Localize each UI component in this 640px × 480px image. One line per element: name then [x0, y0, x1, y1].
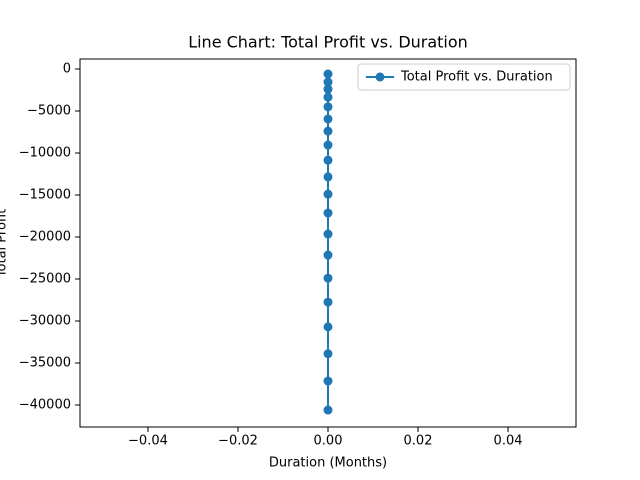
legend-label: Total Profit vs. Duration — [400, 70, 553, 85]
marker — [323, 297, 333, 307]
marker — [323, 69, 333, 79]
marker — [323, 405, 333, 415]
marker — [323, 102, 333, 112]
y-tick-label: −35000 — [19, 355, 71, 370]
marker — [323, 189, 333, 199]
y-axis-label: Total Profit — [0, 209, 10, 278]
marker — [323, 77, 333, 87]
legend-box — [357, 63, 571, 91]
marker — [323, 349, 333, 359]
x-tick-label: 0.00 — [314, 434, 343, 449]
marker — [323, 208, 333, 218]
marker — [323, 229, 333, 239]
y-tick-label: −20000 — [19, 229, 71, 244]
marker — [323, 376, 333, 386]
x-tick-label: −0.02 — [218, 434, 258, 449]
y-tick-label: −25000 — [19, 271, 71, 286]
marker — [323, 273, 333, 283]
legend-marker — [375, 72, 385, 82]
marker — [323, 140, 333, 150]
x-tick-label: −0.04 — [128, 434, 168, 449]
y-tick-label: −10000 — [19, 145, 71, 160]
y-tick-label: 0 — [63, 61, 71, 76]
y-tick-label: −15000 — [19, 187, 71, 202]
marker — [323, 172, 333, 182]
marker — [323, 92, 333, 102]
marker — [323, 126, 333, 136]
marker — [323, 84, 333, 94]
y-tick-label: −5000 — [27, 103, 71, 118]
marker — [323, 322, 333, 332]
y-tick-label: −40000 — [19, 397, 71, 412]
x-tick-label: 0.02 — [404, 434, 433, 449]
marker — [323, 155, 333, 165]
y-tick-label: −30000 — [19, 313, 71, 328]
legend: Total Profit vs. Duration — [357, 63, 571, 91]
x-axis-label: Duration (Months) — [269, 456, 387, 471]
chart-title: Line Chart: Total Profit vs. Duration — [188, 33, 468, 52]
x-tick-label: 0.04 — [494, 434, 523, 449]
marker — [323, 114, 333, 124]
marker — [323, 250, 333, 260]
